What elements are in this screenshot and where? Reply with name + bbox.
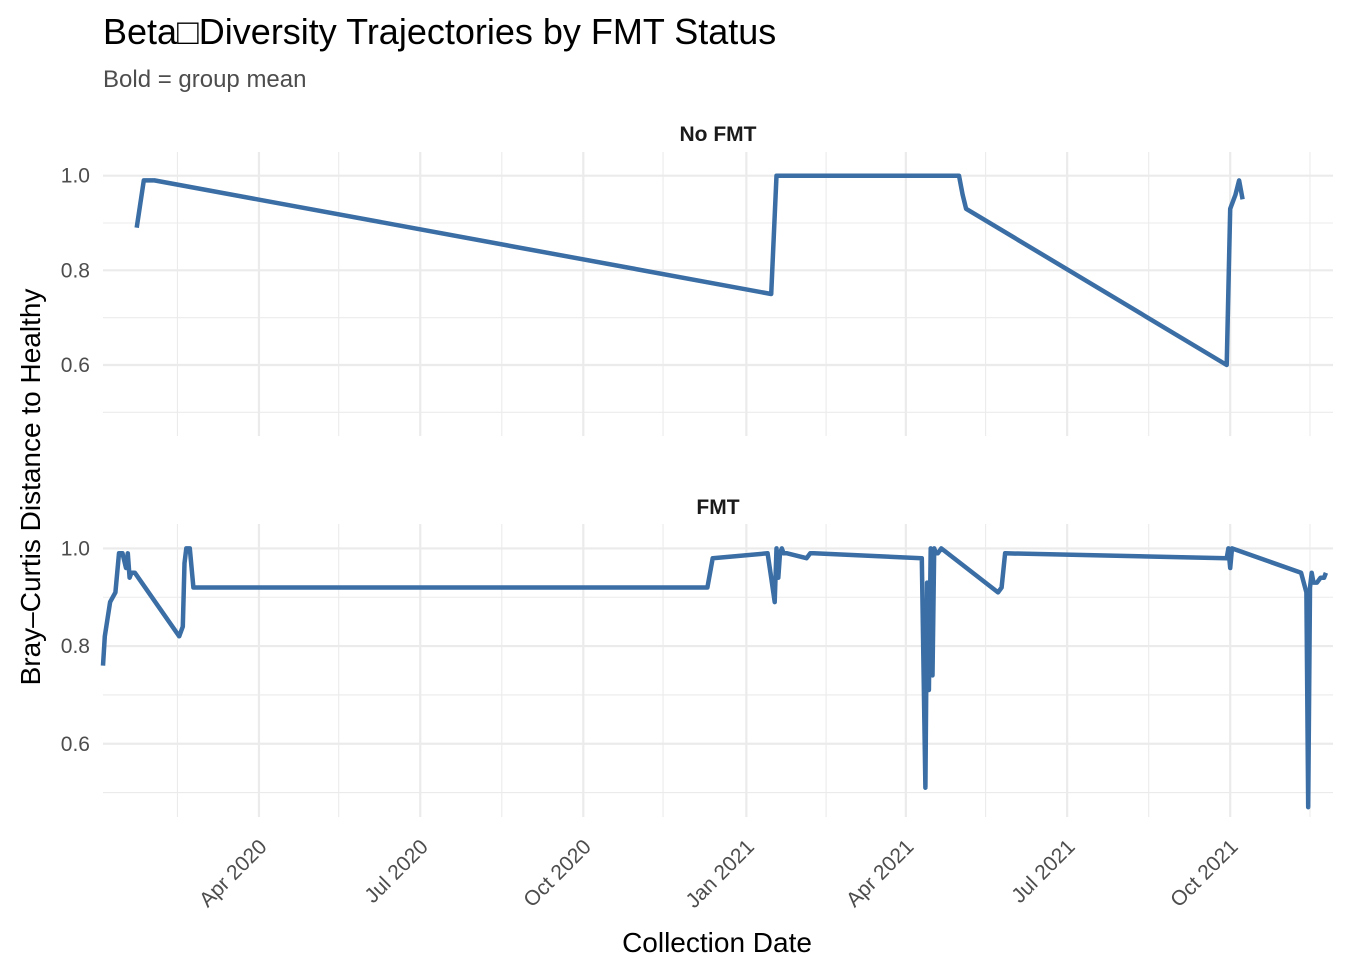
data-point xyxy=(1228,566,1232,570)
y-axis-title: Bray–Curtis Distance to Healthy xyxy=(15,289,46,686)
x-axis-title: Collection Date xyxy=(622,927,812,958)
x-tick-label: Jul 2020 xyxy=(360,835,432,907)
data-point xyxy=(960,192,964,196)
x-tick-label: Oct 2021 xyxy=(1166,835,1243,912)
data-point xyxy=(769,292,773,296)
data-point xyxy=(780,174,784,178)
data-point xyxy=(932,546,936,550)
facet-panels: 0.6 0.8 1.0 No FMT 0.6 0.8 1.0 FMT xyxy=(61,123,1333,817)
data-point xyxy=(925,580,929,584)
data-point xyxy=(124,566,128,570)
data-point xyxy=(101,663,105,667)
data-point xyxy=(135,226,139,230)
data-point xyxy=(1310,571,1314,575)
data-point xyxy=(126,551,130,555)
data-point xyxy=(1304,590,1308,594)
data-point xyxy=(120,551,124,555)
data-point xyxy=(920,556,924,560)
data-point xyxy=(1324,571,1328,575)
data-point xyxy=(108,600,112,604)
y-tick-label: 0.8 xyxy=(61,259,90,282)
data-point xyxy=(957,174,961,178)
data-point xyxy=(142,178,146,182)
data-point xyxy=(774,174,778,178)
data-point xyxy=(936,551,940,555)
y-tick-label: 1.0 xyxy=(61,537,90,560)
data-point xyxy=(103,634,107,638)
data-point xyxy=(177,634,181,638)
series-line xyxy=(100,546,1329,810)
facet-strip-label: FMT xyxy=(696,496,739,519)
facet-strip-label: No FMT xyxy=(680,123,757,146)
data-point xyxy=(182,561,186,565)
chart-subtitle: Bold = group mean xyxy=(103,66,306,93)
y-tick-label: 1.0 xyxy=(61,165,90,188)
data-point xyxy=(773,600,777,604)
data-point xyxy=(1228,207,1232,211)
data-point xyxy=(774,546,778,550)
data-point xyxy=(711,556,715,560)
data-point xyxy=(964,207,968,211)
data-point xyxy=(127,576,131,580)
data-point xyxy=(769,576,773,580)
y-tick-label: 0.6 xyxy=(61,354,90,377)
series-line xyxy=(134,173,1245,368)
x-tick-label: Apr 2021 xyxy=(842,835,919,912)
data-point xyxy=(1299,571,1303,575)
x-tick-label: Oct 2020 xyxy=(519,835,596,912)
data-point xyxy=(785,551,789,555)
data-point xyxy=(812,551,816,555)
data-point xyxy=(1233,192,1237,196)
data-point xyxy=(1225,363,1229,367)
data-point xyxy=(1003,551,1007,555)
data-point xyxy=(939,546,943,550)
data-point xyxy=(996,590,1000,594)
x-tick-label: Apr 2020 xyxy=(195,835,272,912)
chart-title: Beta□Diversity Trajectories by FMT Statu… xyxy=(103,11,776,52)
data-point xyxy=(1240,197,1244,201)
data-point xyxy=(113,590,117,594)
x-tick-label: Jan 2021 xyxy=(682,835,759,912)
data-point xyxy=(999,585,1003,589)
x-tick-label: Jul 2021 xyxy=(1007,835,1079,907)
y-tick-label: 0.8 xyxy=(61,635,90,658)
facet-panel: 0.6 0.8 1.0 FMT xyxy=(61,496,1333,817)
x-axis-tick-labels: Apr 2020 Jul 2020 Oct 2020 Jan 2021 Apr 2021… xyxy=(195,835,1243,912)
data-point xyxy=(1237,178,1241,182)
data-point xyxy=(780,546,784,550)
data-point xyxy=(804,556,808,560)
data-point xyxy=(930,673,934,677)
data-point xyxy=(147,178,151,182)
data-point xyxy=(133,571,137,575)
data-point xyxy=(776,576,780,580)
data-point xyxy=(1308,585,1312,589)
data-point xyxy=(188,546,192,550)
data-point xyxy=(181,624,185,628)
facet-panel: 0.6 0.8 1.0 No FMT xyxy=(61,123,1333,436)
data-point xyxy=(927,688,931,692)
data-point xyxy=(1322,576,1326,580)
data-point xyxy=(152,178,156,182)
data-point xyxy=(1306,805,1310,809)
data-point xyxy=(1315,580,1319,584)
data-point xyxy=(1230,546,1234,550)
data-point xyxy=(1225,556,1229,560)
y-tick-label: 0.6 xyxy=(61,733,90,756)
data-point xyxy=(705,585,709,589)
data-point xyxy=(191,585,195,589)
data-point xyxy=(923,786,927,790)
data-point xyxy=(765,551,769,555)
